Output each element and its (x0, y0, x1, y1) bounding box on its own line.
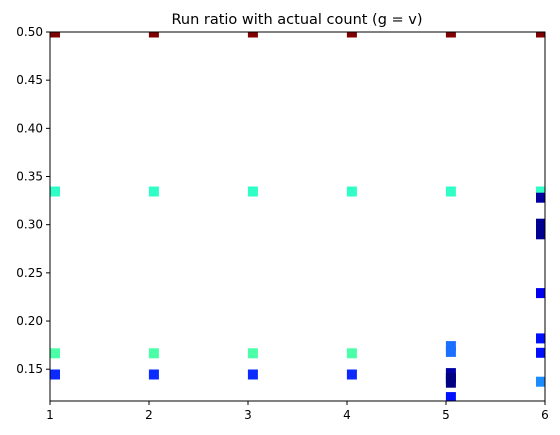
y-tick-label-7: 0.50 (16, 25, 43, 39)
data-point-10 (445, 186, 456, 197)
data-point-20 (50, 348, 60, 359)
data-point-1 (148, 32, 159, 38)
x-tick-label-0: 1 (46, 408, 54, 422)
y-tick-label-1: 0.20 (16, 314, 43, 328)
data-point-25 (148, 369, 159, 380)
data-point-24 (50, 369, 60, 380)
y-tick-label-6: 0.45 (16, 73, 43, 87)
plot-area-frame (49, 31, 546, 402)
data-point-26 (247, 369, 258, 380)
points-layer (50, 32, 545, 401)
y-axis-ticks: 0.15 0.20 0.25 0.30 0.35 0.40 0.45 0.50 (16, 25, 50, 376)
data-point-8 (247, 186, 258, 197)
data-point-0 (50, 32, 60, 38)
data-point-28 (445, 341, 456, 352)
data-point-15 (536, 229, 545, 240)
data-point-27 (346, 369, 357, 380)
data-point-19 (536, 376, 545, 387)
y-tick-label-2: 0.25 (16, 266, 43, 280)
data-point-17 (536, 333, 545, 344)
data-point-22 (247, 348, 258, 359)
x-tick-label-5: 6 (541, 408, 549, 422)
data-point-6 (50, 186, 60, 197)
y-tick-label-4: 0.35 (16, 170, 43, 184)
x-tick-label-1: 2 (145, 408, 153, 422)
data-point-7 (148, 186, 159, 197)
data-point-13 (536, 218, 545, 229)
x-tick-label-4: 5 (442, 408, 450, 422)
x-axis-ticks: 1 2 3 4 5 6 (46, 401, 549, 422)
x-tick-label-2: 3 (244, 408, 252, 422)
chart-title: Run ratio with actual count (g = v) (171, 12, 422, 28)
data-point-5 (536, 32, 545, 38)
data-point-33 (445, 392, 456, 401)
y-tick-label-3: 0.30 (16, 218, 43, 232)
data-point-18 (536, 347, 545, 358)
y-tick-label-5: 0.40 (16, 121, 43, 135)
data-point-2 (247, 32, 258, 38)
data-point-16 (536, 288, 545, 299)
data-point-21 (148, 348, 159, 359)
data-point-4 (445, 32, 456, 38)
data-point-23 (346, 348, 357, 359)
data-point-3 (346, 32, 357, 38)
data-point-12 (536, 192, 545, 203)
x-tick-label-3: 4 (343, 408, 351, 422)
data-point-9 (346, 186, 357, 197)
data-point-29 (445, 346, 456, 357)
y-tick-label-0: 0.15 (16, 362, 43, 376)
data-point-11 (536, 186, 545, 197)
data-point-32 (445, 377, 456, 388)
